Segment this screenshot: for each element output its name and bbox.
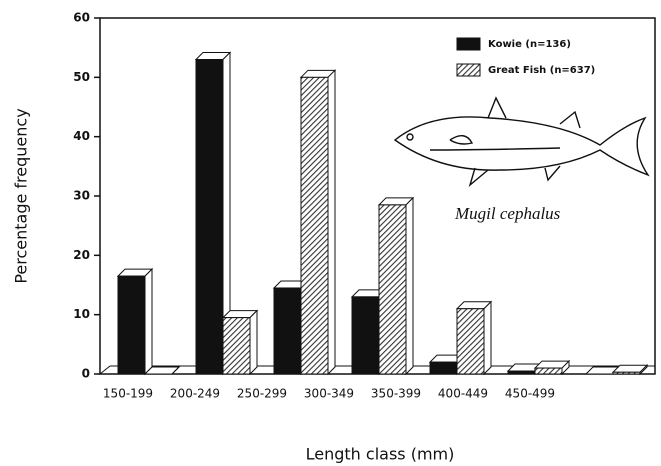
bar (300, 76, 329, 375)
y-tick-label: 20 (73, 248, 90, 262)
bar-side (327, 69, 336, 376)
floor-edge (99, 365, 111, 375)
bar (612, 371, 641, 375)
bar-side (405, 196, 414, 376)
x-axis-title: Length class (mm) (306, 445, 455, 464)
bar (195, 59, 224, 375)
y-tick-label: 40 (73, 129, 90, 143)
x-tick-label: 300-349 (304, 387, 354, 401)
bar (534, 367, 563, 375)
bar (351, 296, 380, 375)
legend-swatch (456, 37, 481, 51)
bar (456, 308, 485, 375)
bar (429, 361, 458, 375)
fish-drawing (393, 96, 650, 188)
x-tick-label: 450-499 (505, 387, 555, 401)
legend-label: Great Fish (n=637) (488, 65, 595, 76)
bar (507, 370, 536, 375)
y-tick-label: 0 (82, 367, 90, 381)
bar (273, 287, 302, 375)
y-axis-title: Percentage frequency (12, 108, 31, 283)
bar-side (249, 309, 258, 376)
y-tick-label: 30 (73, 189, 90, 203)
legend-label: Kowie (n=136) (488, 39, 571, 50)
bar (222, 317, 251, 375)
annotation: Mugil cephalus (454, 204, 561, 223)
x-tick-label: 400-449 (438, 387, 488, 401)
bar (117, 275, 146, 375)
y-tick-label: 10 (73, 307, 90, 321)
y-tick-label: 50 (73, 70, 90, 84)
bar-side (144, 267, 153, 376)
x-tick-label: 200-249 (170, 387, 220, 401)
bar-side (483, 300, 492, 376)
x-tick-label: 150-199 (103, 387, 153, 401)
bar (378, 204, 407, 375)
x-tick-label: 350-399 (371, 387, 421, 401)
legend-swatch (456, 63, 481, 77)
bar-side (171, 366, 180, 375)
x-tick-label: 250-299 (237, 387, 287, 401)
y-tick-label: 60 (73, 11, 90, 25)
